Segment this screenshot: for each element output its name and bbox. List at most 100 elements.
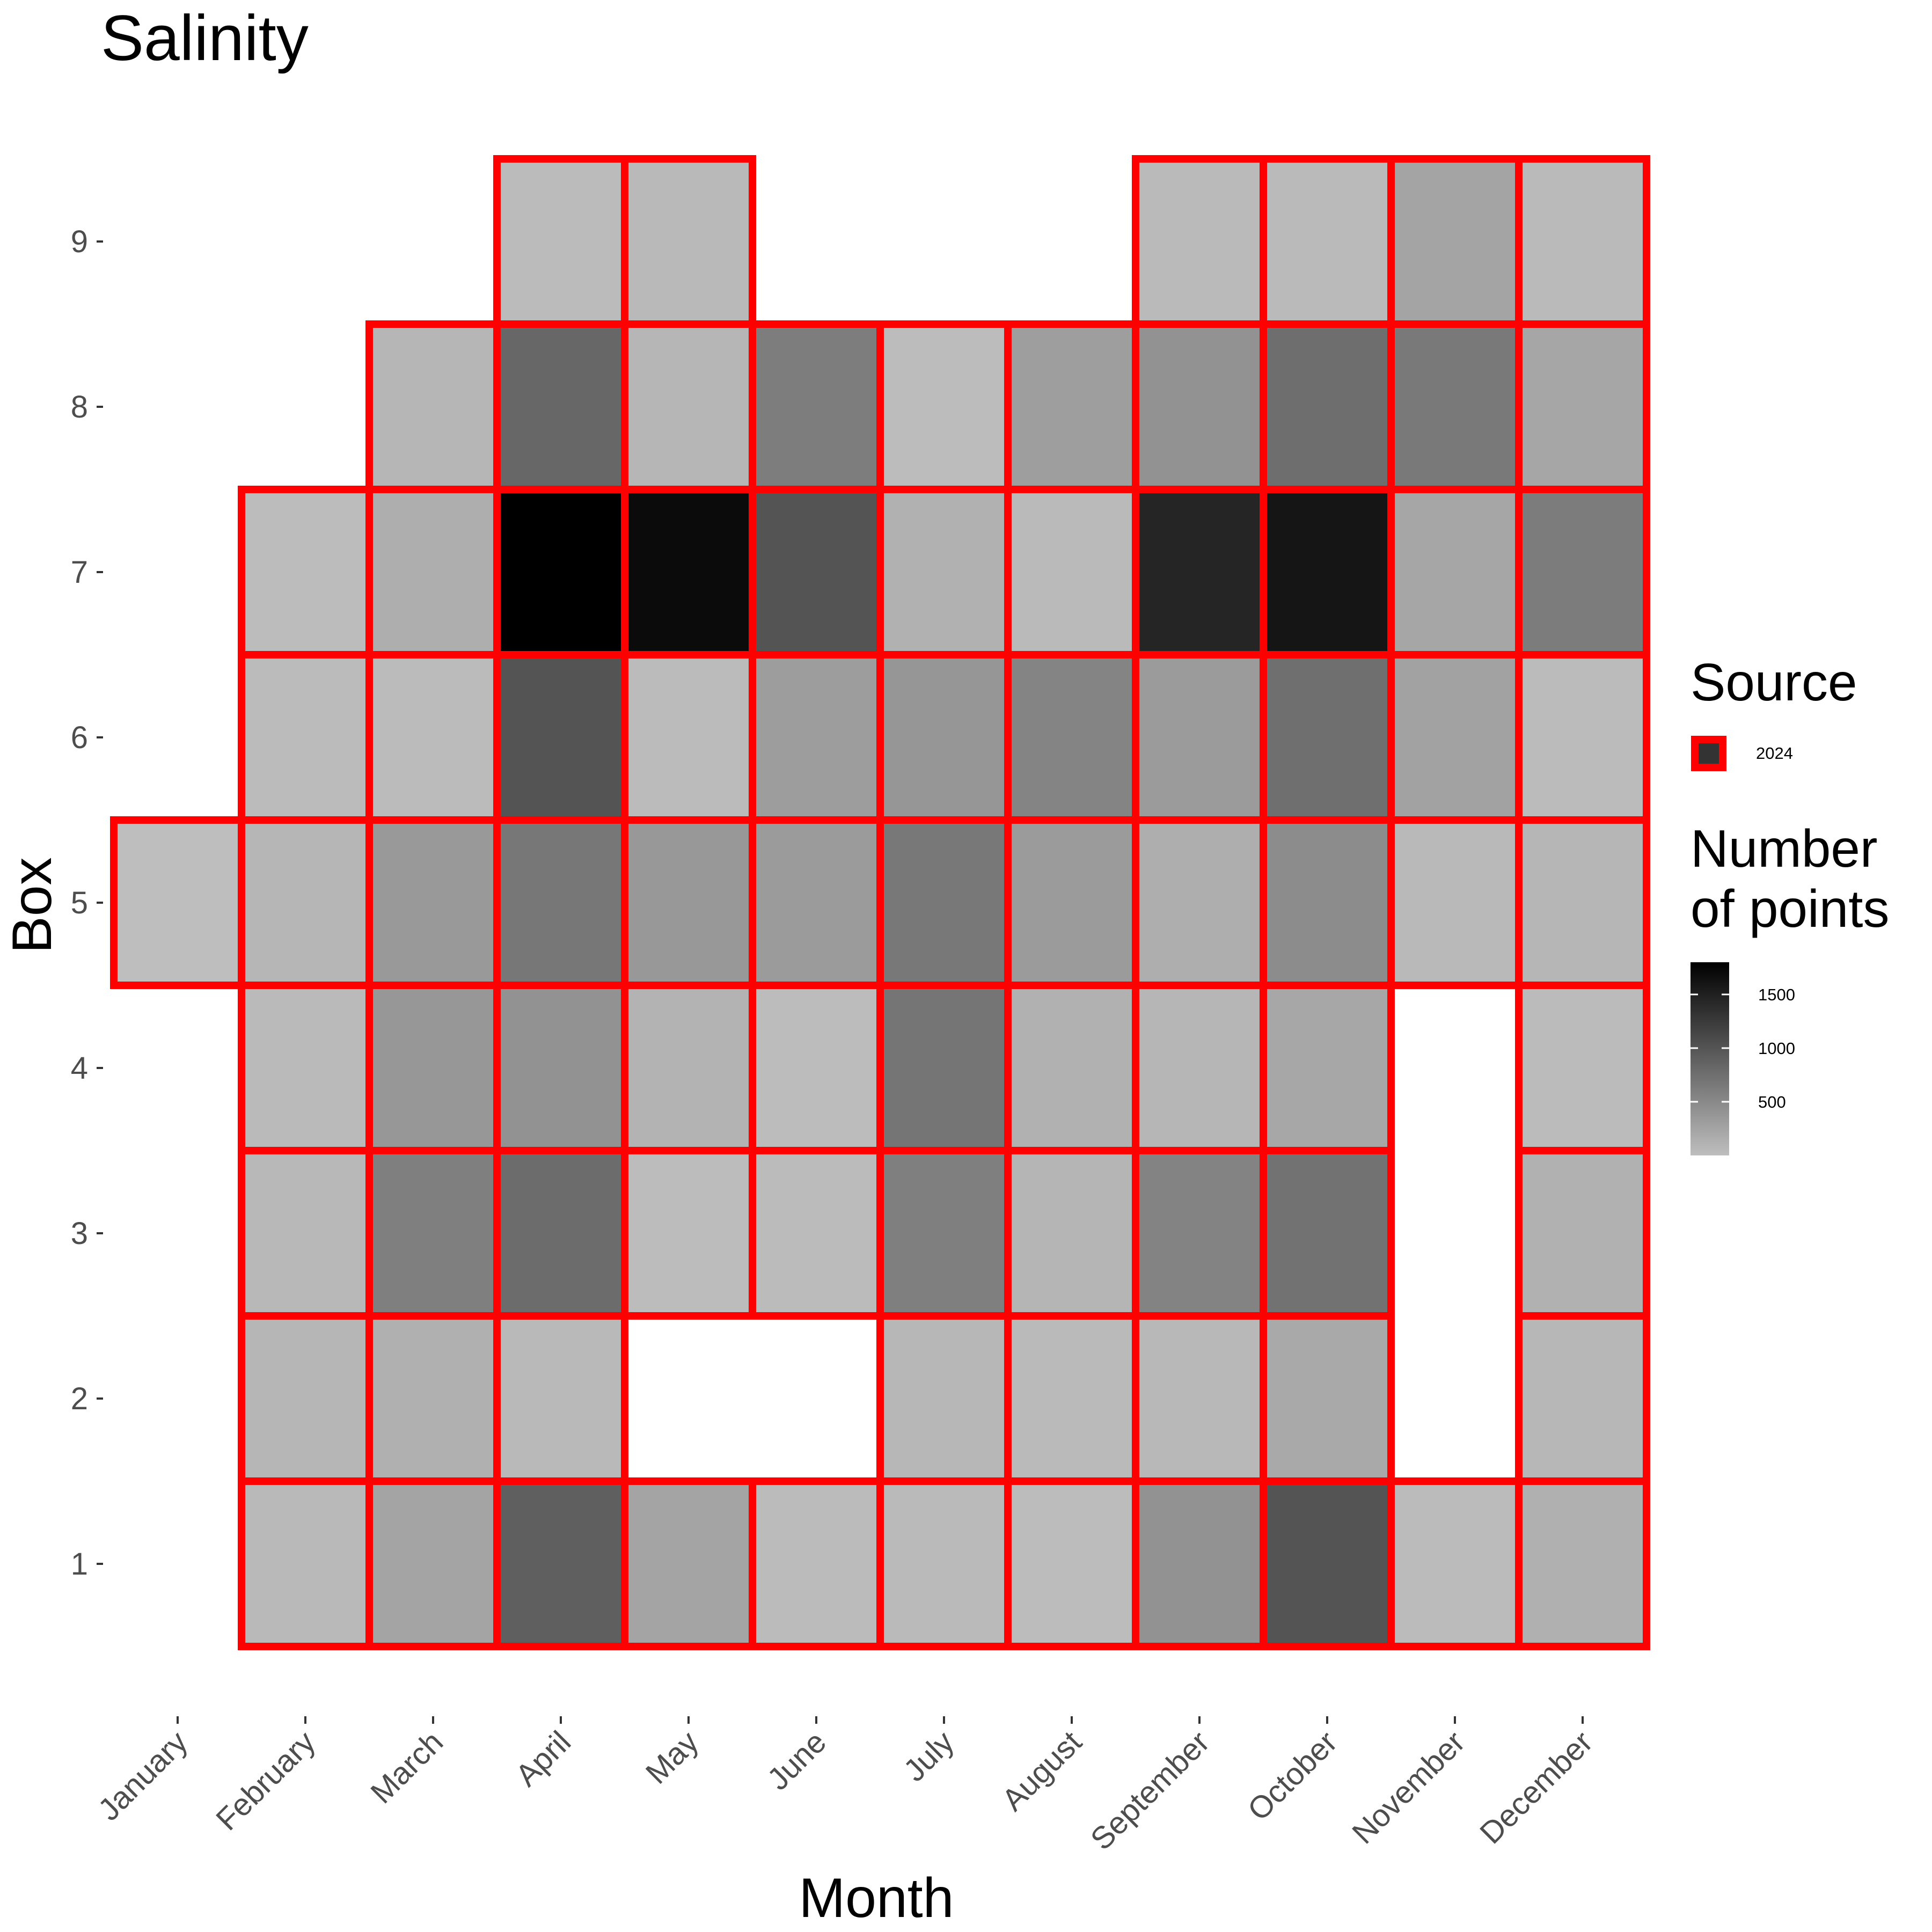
colorbar-legend-title: Number of points bbox=[1690, 819, 1892, 938]
heatmap-cell-may-box-3 bbox=[621, 1147, 756, 1320]
heatmap-cell-february-box-3 bbox=[238, 1147, 373, 1320]
heatmap-cell-march-box-4 bbox=[365, 982, 501, 1154]
heatmap-cell-april-box-9 bbox=[493, 155, 628, 328]
heatmap-cell-december-box-2 bbox=[1515, 1312, 1650, 1485]
heatmap-cell-october-box-1 bbox=[1260, 1477, 1395, 1650]
heatmap-cell-december-box-4 bbox=[1515, 982, 1650, 1154]
heatmap-cell-september-box-3 bbox=[1132, 1147, 1267, 1320]
heatmap-cell-may-box-7 bbox=[621, 486, 756, 658]
y-axis-ticks: 1 2 3 4 5 6 7 8 9 bbox=[71, 224, 103, 1582]
heatmap-cell-december-box-8 bbox=[1515, 320, 1650, 493]
heatmap-cell-july-box-8 bbox=[876, 320, 1012, 493]
heatmap-cell-may-box-9 bbox=[621, 155, 756, 328]
y-tick-label-4: 4 bbox=[71, 1051, 88, 1086]
heatmap-cell-august-box-4 bbox=[1004, 982, 1139, 1154]
colorbar-title-line-2: of points bbox=[1690, 879, 1889, 938]
heatmap-cell-september-box-7 bbox=[1132, 486, 1267, 658]
heatmap-cell-july-box-6 bbox=[876, 651, 1012, 824]
heatmap-cell-december-box-7 bbox=[1515, 486, 1650, 658]
heatmap-cell-june-box-5 bbox=[749, 816, 884, 989]
heatmap-cell-june-box-3 bbox=[749, 1147, 884, 1320]
heatmap-cell-october-box-5 bbox=[1260, 816, 1395, 989]
heatmap-cell-august-box-6 bbox=[1004, 651, 1139, 824]
heatmap-cell-august-box-1 bbox=[1004, 1477, 1139, 1650]
heatmap-cell-july-box-4 bbox=[876, 982, 1012, 1154]
heatmap-cell-september-box-9 bbox=[1132, 155, 1267, 328]
heatmap-cell-october-box-8 bbox=[1260, 320, 1395, 493]
x-axis-title: Month bbox=[799, 1867, 954, 1929]
y-tick-label-2: 2 bbox=[71, 1381, 88, 1416]
y-tick-label-9: 9 bbox=[71, 224, 88, 259]
heatmap-cell-may-box-1 bbox=[621, 1477, 756, 1650]
colorbar-title-line-1: Number bbox=[1690, 819, 1878, 878]
heatmap-cell-february-box-1 bbox=[238, 1477, 373, 1650]
heatmap-cell-march-box-2 bbox=[365, 1312, 501, 1485]
heatmap-cell-may-box-4 bbox=[621, 982, 756, 1154]
heatmap-cell-june-box-4 bbox=[749, 982, 884, 1154]
heatmap-cell-april-box-3 bbox=[493, 1147, 628, 1320]
heatmap-cell-september-box-5 bbox=[1132, 816, 1267, 989]
heatmap-cell-september-box-1 bbox=[1132, 1477, 1267, 1650]
source-legend-title: Source bbox=[1690, 653, 1857, 712]
heatmap-cell-march-box-7 bbox=[365, 486, 501, 658]
colorbar-tick-label-1000: 1000 bbox=[1758, 1039, 1795, 1058]
heatmap-cell-april-box-4 bbox=[493, 982, 628, 1154]
heatmap-cell-august-box-8 bbox=[1004, 320, 1139, 493]
heatmap-cell-may-box-8 bbox=[621, 320, 756, 493]
heatmap-cell-march-box-8 bbox=[365, 320, 501, 493]
heatmap-cell-july-box-3 bbox=[876, 1147, 1012, 1320]
heatmap-cell-june-box-1 bbox=[749, 1477, 884, 1650]
heatmap-cell-april-box-1 bbox=[493, 1477, 628, 1650]
heatmap-cell-may-box-5 bbox=[621, 816, 756, 989]
heatmap-cell-december-box-6 bbox=[1515, 651, 1650, 824]
heatmap-cell-april-box-2 bbox=[493, 1312, 628, 1485]
heatmap-cell-february-box-4 bbox=[238, 982, 373, 1154]
heatmap-cell-june-box-8 bbox=[749, 320, 884, 493]
colorbar bbox=[1690, 962, 1729, 1155]
heatmap-cell-june-box-7 bbox=[749, 486, 884, 658]
number-of-points-legend: Number of points 500 1000 1500 bbox=[1690, 819, 1892, 1155]
heatmap-cell-may-box-6 bbox=[621, 651, 756, 824]
heatmap-cell-february-box-7 bbox=[238, 486, 373, 658]
y-tick-label-5: 5 bbox=[71, 885, 88, 920]
heatmap-cell-march-box-1 bbox=[365, 1477, 501, 1650]
heatmap-cell-december-box-1 bbox=[1515, 1477, 1650, 1650]
colorbar-ticks: 500 1000 1500 bbox=[1690, 985, 1795, 1111]
source-legend-key bbox=[1691, 736, 1726, 771]
y-tick-label-7: 7 bbox=[71, 555, 88, 590]
heatmap-cells bbox=[110, 155, 1650, 1650]
heatmap-cell-february-box-5 bbox=[238, 816, 373, 989]
heatmap-cell-november-box-1 bbox=[1387, 1477, 1523, 1650]
heatmap-cell-april-box-6 bbox=[493, 651, 628, 824]
heatmap-cell-july-box-2 bbox=[876, 1312, 1012, 1485]
heatmap-cell-january-box-5 bbox=[110, 816, 245, 989]
source-legend-label: 2024 bbox=[1756, 744, 1793, 763]
heatmap-cell-december-box-3 bbox=[1515, 1147, 1650, 1320]
heatmap-cell-july-box-5 bbox=[876, 816, 1012, 989]
y-tick-label-3: 3 bbox=[71, 1216, 88, 1251]
heatmap-cell-august-box-3 bbox=[1004, 1147, 1139, 1320]
heatmap-cell-december-box-5 bbox=[1515, 816, 1650, 989]
heatmap-cell-july-box-1 bbox=[876, 1477, 1012, 1650]
colorbar-tick-label-1500: 1500 bbox=[1758, 985, 1795, 1004]
source-legend: Source 2024 bbox=[1690, 653, 1857, 771]
heatmap-cell-november-box-5 bbox=[1387, 816, 1523, 989]
heatmap-cell-march-box-6 bbox=[365, 651, 501, 824]
heatmap-cell-february-box-2 bbox=[238, 1312, 373, 1485]
heatmap-cell-september-box-2 bbox=[1132, 1312, 1267, 1485]
heatmap-cell-october-box-4 bbox=[1260, 982, 1395, 1154]
heatmap-cell-february-box-6 bbox=[238, 651, 373, 824]
heatmap-cell-october-box-6 bbox=[1260, 651, 1395, 824]
heatmap-cell-november-box-7 bbox=[1387, 486, 1523, 658]
heatmap-cell-december-box-9 bbox=[1515, 155, 1650, 328]
heatmap-cell-november-box-6 bbox=[1387, 651, 1523, 824]
heatmap-cell-april-box-7 bbox=[493, 486, 628, 658]
heatmap-cell-april-box-5 bbox=[493, 816, 628, 989]
heatmap-cell-october-box-3 bbox=[1260, 1147, 1395, 1320]
heatmap-cell-august-box-7 bbox=[1004, 486, 1139, 658]
heatmap-cell-september-box-8 bbox=[1132, 320, 1267, 493]
heatmap-cell-april-box-8 bbox=[493, 320, 628, 493]
heatmap-cell-october-box-9 bbox=[1260, 155, 1395, 328]
heatmap-cell-september-box-4 bbox=[1132, 982, 1267, 1154]
